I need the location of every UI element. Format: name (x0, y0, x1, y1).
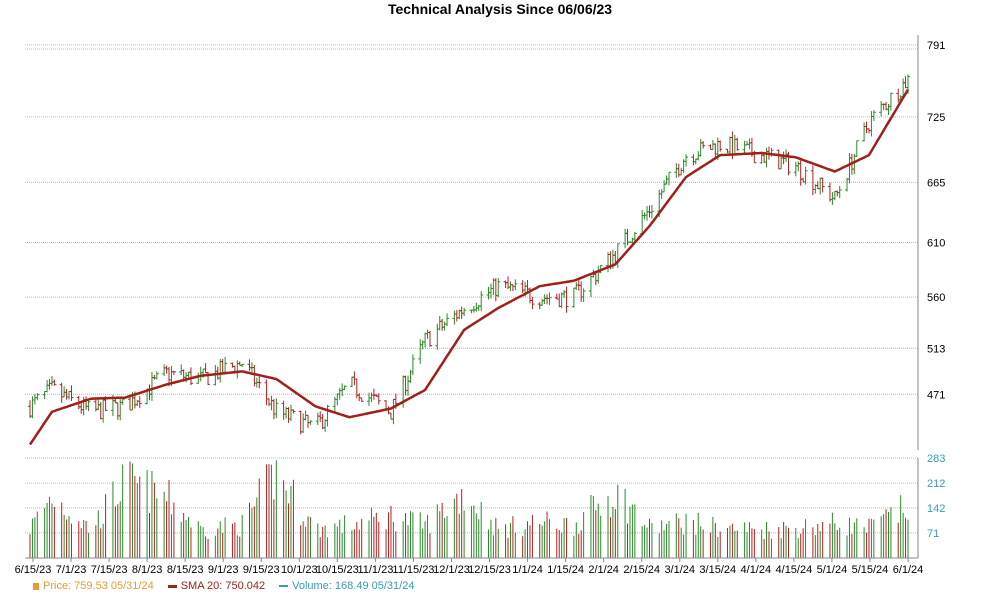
x-tick-label: 9/1/23 (208, 564, 239, 576)
x-tick-label: 2/1/24 (588, 564, 619, 576)
x-tick-label: 11/15/23 (392, 564, 434, 576)
volume-tick-label: 71 (927, 528, 939, 540)
volume-bars (29, 460, 909, 558)
legend-item-price: Price: 759.53 05/31/24 (33, 580, 154, 592)
price-tick-label: 725 (927, 112, 945, 124)
legend-item-volume: Volume: 168.49 05/31/24 (279, 580, 414, 592)
price-tick-label: 665 (927, 177, 945, 189)
x-tick-label: 10/15/23 (316, 564, 359, 576)
x-tick-label: 2/15/24 (623, 564, 660, 576)
x-tick-label: 12/15/23 (468, 564, 511, 576)
legend-label-price: Price: 759.53 05/31/24 (43, 580, 154, 592)
x-tick-label: 7/15/23 (91, 564, 128, 576)
legend-item-sma: SMA 20: 750.042 (167, 580, 266, 592)
legend-label-sma: SMA 20: 750.042 (180, 580, 266, 592)
price-tick-label: 791 (927, 40, 945, 52)
x-tick-label: 7/1/23 (56, 564, 87, 576)
x-tick-label: 8/15/23 (167, 564, 204, 576)
price-tick-label: 610 (927, 238, 945, 250)
grid-layer (25, 44, 918, 534)
sma-line (28, 88, 910, 446)
x-tick-label: 6/15/23 (15, 564, 52, 576)
legend: Price: 759.53 05/31/24 SMA 20: 750.042 Vol… (33, 580, 428, 594)
legend-swatch-volume (279, 585, 289, 588)
x-tick-label: 3/15/24 (699, 564, 736, 576)
price-tick-label: 471 (927, 389, 945, 401)
x-tick-label: 8/1/23 (132, 564, 163, 576)
x-tick-label: 6/1/24 (893, 564, 924, 576)
x-tick-label: 5/15/24 (852, 564, 889, 576)
price-tick-label: 560 (927, 292, 945, 304)
x-tick-label: 9/15/23 (243, 564, 280, 576)
volume-tick-label: 283 (927, 453, 945, 465)
sma-layer (28, 88, 910, 446)
x-tick-label: 4/1/24 (741, 564, 772, 576)
x-tick-label: 1/1/24 (512, 564, 543, 576)
price-bars (28, 74, 910, 435)
x-tick-label: 11/1/23 (357, 564, 393, 576)
x-tick-label: 4/15/24 (776, 564, 813, 576)
x-tick-label: 12/1/23 (433, 564, 470, 576)
axes-layer: 471 513 560 610 665 725 791 71 142 212 283 6/15/23 7… (15, 35, 945, 576)
legend-swatch-price (33, 582, 39, 590)
legend-label-volume: Volume: 168.49 05/31/24 (292, 580, 415, 592)
x-tick-label: 5/1/24 (817, 564, 848, 576)
price-tick-label: 513 (927, 343, 945, 355)
x-tick-label: 10/1/23 (281, 564, 318, 576)
chart-title: Technical Analysis Since 06/06/23 (387, 1, 613, 17)
volume-tick-label: 212 (927, 478, 945, 490)
volume-tick-label: 142 (927, 503, 945, 515)
x-tick-label: 3/1/24 (664, 564, 695, 576)
x-tick-label: 1/15/24 (547, 564, 584, 576)
legend-swatch-sma (167, 584, 177, 588)
